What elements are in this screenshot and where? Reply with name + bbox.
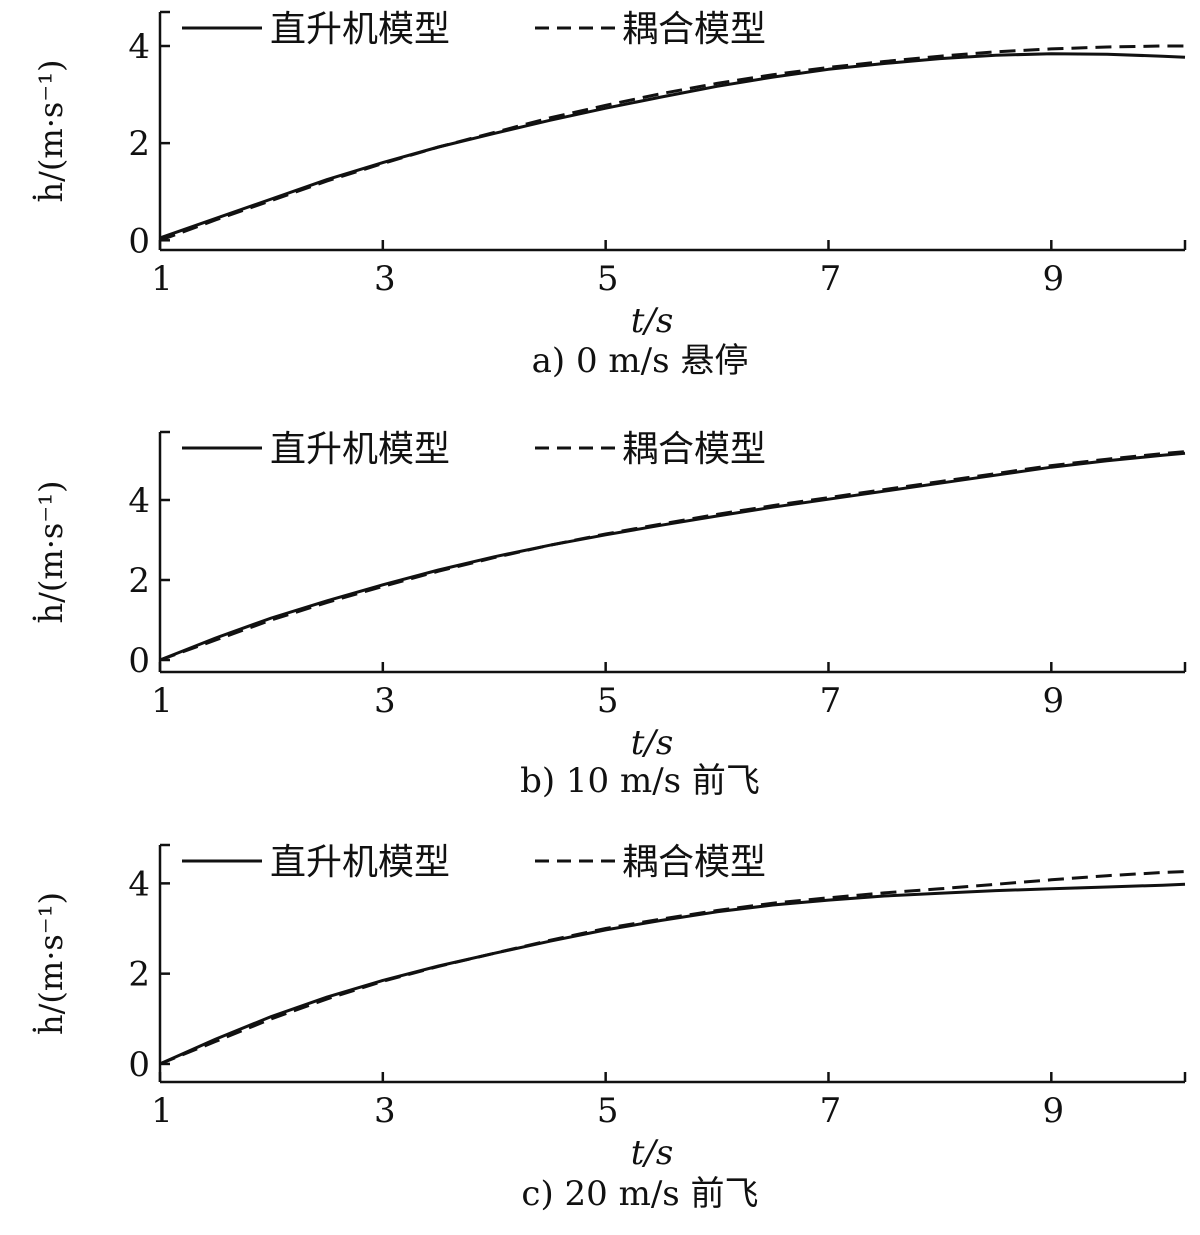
y-tick-label: 0 <box>128 1045 150 1085</box>
y-axis-label: ḣ/(m·s⁻¹) <box>32 892 70 1035</box>
x-tick-label: 3 <box>374 681 396 721</box>
series-line-helicopter-model <box>159 451 1186 662</box>
series-line-coupled-model <box>159 450 1186 662</box>
chart-panel-1: 1 3 5 7 9 0 2 4 直升机模型 耦合模型 t/s ḣ/(m·s⁻¹) a) 0 m/s 悬停 <box>32 9 1187 381</box>
y-tick-label: 2 <box>128 955 150 995</box>
x-tick-label: 5 <box>597 681 619 721</box>
x-axis-label: t/s <box>631 301 674 341</box>
chart-panel-3: 1 3 5 7 9 0 2 4 直升机模型 耦合模型 t/s ḣ/(m·s⁻¹) c) 20 m/s 前… <box>32 842 1187 1214</box>
x-tick-label: 3 <box>374 1091 396 1131</box>
panel-caption: a) 0 m/s 悬停 <box>532 341 749 381</box>
y-axis-label: ḣ/(m·s⁻¹) <box>32 480 70 623</box>
legend: 直升机模型 耦合模型 <box>182 842 766 883</box>
panel-caption: c) 20 m/s 前飞 <box>521 1174 758 1214</box>
x-tick-label: 5 <box>597 259 619 299</box>
x-axis-label: t/s <box>631 1133 674 1173</box>
legend-label-coupled-model: 耦合模型 <box>622 842 766 883</box>
y-tick-label: 2 <box>128 124 150 164</box>
series-line-helicopter-model <box>159 882 1186 1066</box>
y-tick-label: 4 <box>128 864 150 904</box>
y-tick-label: 4 <box>128 27 150 67</box>
y-tick-label: 4 <box>128 481 150 521</box>
series-line-coupled-model <box>159 870 1186 1066</box>
x-tick-label: 5 <box>597 1091 619 1131</box>
chart-panel-2: 1 3 5 7 9 0 2 4 直升机模型 耦合模型 t/s ḣ/(m·s⁻¹) b) 10 m/s 前… <box>32 429 1187 801</box>
panel-caption: b) 10 m/s 前飞 <box>520 761 760 801</box>
legend-label-helicopter-model: 直升机模型 <box>270 9 450 50</box>
series-line-coupled-model <box>159 44 1185 242</box>
x-tick-label: 9 <box>1042 1091 1064 1131</box>
x-tick-label: 1 <box>151 681 173 721</box>
x-tick-label: 9 <box>1042 259 1064 299</box>
x-tick-label: 9 <box>1042 681 1064 721</box>
y-tick-label: 0 <box>128 221 150 261</box>
x-tick-label: 3 <box>374 259 396 299</box>
legend-label-coupled-model: 耦合模型 <box>622 9 766 50</box>
legend: 直升机模型 耦合模型 <box>182 429 766 470</box>
y-tick-label: 0 <box>128 641 150 681</box>
legend-label-coupled-model: 耦合模型 <box>622 429 766 470</box>
y-tick-label: 2 <box>128 561 150 601</box>
x-tick-label: 7 <box>820 1091 842 1131</box>
y-axis-label: ḣ/(m·s⁻¹) <box>32 59 70 202</box>
legend-label-helicopter-model: 直升机模型 <box>270 429 450 470</box>
legend: 直升机模型 耦合模型 <box>182 9 766 50</box>
legend-label-helicopter-model: 直升机模型 <box>270 842 450 883</box>
series-line-helicopter-model <box>159 52 1186 240</box>
x-tick-label: 1 <box>151 1091 173 1131</box>
x-tick-label: 7 <box>820 681 842 721</box>
x-axis-label: t/s <box>631 723 674 763</box>
x-tick-label: 1 <box>151 259 173 299</box>
x-tick-label: 7 <box>820 259 842 299</box>
